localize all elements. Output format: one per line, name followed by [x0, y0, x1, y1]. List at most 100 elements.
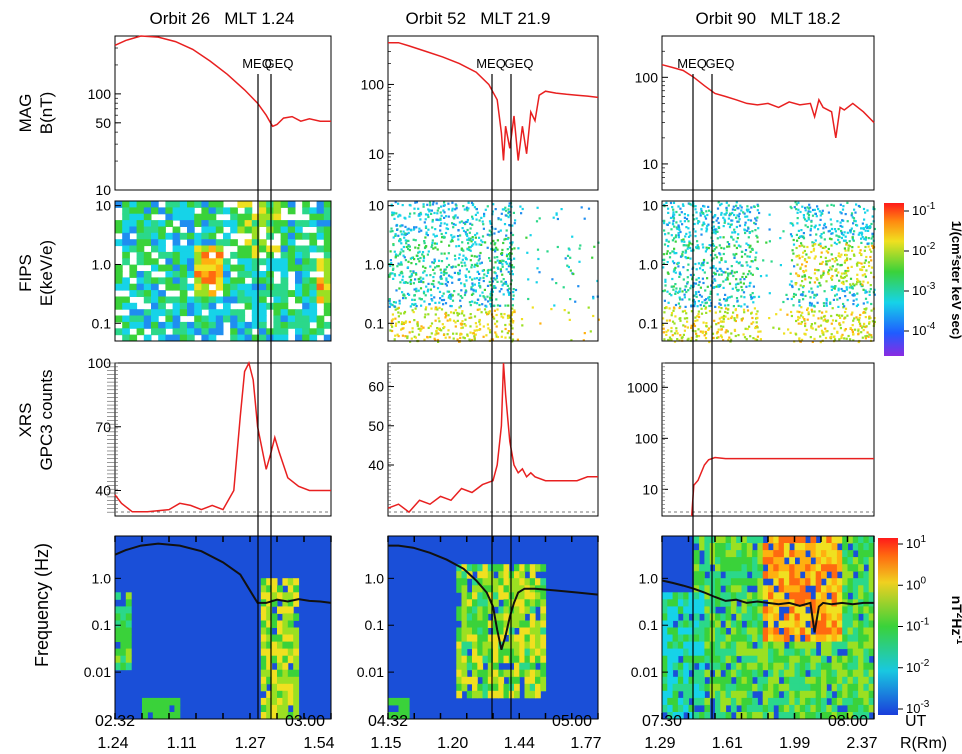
- wave-bin: [773, 683, 780, 692]
- wave-bin: [672, 641, 679, 650]
- fips-point: [418, 250, 421, 253]
- fips-point: [701, 301, 704, 304]
- fips-point: [730, 316, 733, 320]
- wave-bin: [794, 669, 801, 678]
- fips-point: [813, 296, 816, 299]
- wave-bin: [704, 557, 711, 565]
- fips-point: [666, 223, 669, 226]
- fips-point: [863, 237, 866, 241]
- fips-point: [852, 222, 855, 225]
- fips-point: [663, 299, 666, 302]
- fips-point: [415, 305, 418, 308]
- fips-point: [505, 229, 508, 232]
- wave-bin: [799, 613, 806, 621]
- wave-bin: [498, 676, 505, 685]
- fips-point: [838, 322, 841, 325]
- fips-point: [674, 236, 677, 239]
- fips-point: [852, 299, 855, 302]
- freq-ytick-label: 1.0: [639, 570, 659, 586]
- fips-bin: [244, 245, 253, 253]
- fips-point: [478, 257, 481, 260]
- wave-bin: [677, 662, 684, 671]
- wave-bin: [789, 585, 795, 593]
- fips-point: [714, 253, 717, 257]
- fips-point: [504, 304, 507, 307]
- fips-point: [840, 236, 843, 240]
- wave-bin: [125, 592, 132, 600]
- fips-bin: [215, 271, 224, 278]
- wave-bin: [519, 606, 526, 614]
- fips-point: [394, 317, 397, 320]
- geq-label: GEQ: [505, 56, 534, 71]
- fips-point: [697, 310, 700, 313]
- wave-bin: [472, 606, 478, 614]
- fips-point: [506, 248, 509, 251]
- fips-point: [845, 258, 849, 262]
- wave-bin: [120, 648, 127, 657]
- fips-point: [503, 238, 506, 241]
- wave-bin: [852, 564, 859, 572]
- wave-bin: [667, 627, 674, 635]
- fips-point: [712, 265, 715, 268]
- wave-bin: [715, 712, 721, 720]
- fips-point: [682, 324, 685, 327]
- fips-point: [485, 305, 488, 308]
- fips-bin: [230, 283, 238, 291]
- wave-bin: [482, 627, 489, 635]
- wave-bin: [789, 550, 795, 558]
- fips-point: [679, 287, 682, 290]
- wave-bin: [847, 655, 854, 664]
- fips-point: [696, 305, 699, 308]
- wave-bin: [524, 599, 531, 607]
- fips-point: [699, 330, 702, 333]
- fips-point: [671, 260, 675, 263]
- mag-ytick-label: 100: [361, 76, 385, 92]
- fips-point: [469, 325, 472, 328]
- fips-point: [712, 225, 715, 228]
- fips-point: [480, 216, 483, 219]
- fips-point: [817, 243, 820, 246]
- fips-point: [393, 305, 396, 308]
- wave-bin: [693, 648, 700, 657]
- wave-bin: [514, 571, 520, 579]
- fips-point: [413, 319, 416, 322]
- fips-point: [868, 315, 871, 318]
- wave-bin: [287, 655, 294, 664]
- fips-bin: [194, 302, 202, 310]
- wave-bin: [725, 655, 732, 664]
- fips-bin: [179, 328, 188, 336]
- wave-bin: [736, 536, 742, 544]
- fips-point: [507, 330, 510, 333]
- fips-point: [813, 310, 816, 313]
- wave-bin: [852, 641, 859, 650]
- wave-bin: [282, 634, 289, 642]
- fips-point: [862, 302, 865, 305]
- fips-point: [578, 247, 581, 250]
- wave-bin: [683, 683, 689, 692]
- fips-point: [443, 272, 446, 275]
- fips-point: [727, 317, 730, 320]
- wave-bin: [773, 571, 780, 579]
- fips-point: [729, 223, 732, 226]
- fips-bin: [179, 290, 188, 297]
- wave-bin: [715, 571, 721, 579]
- fips-bin: [316, 290, 325, 297]
- wave-bin: [826, 613, 833, 621]
- wave-bin: [535, 578, 541, 586]
- fips-point: [705, 311, 708, 314]
- fips-point: [436, 308, 439, 311]
- wave-bin: [477, 571, 484, 579]
- wave-bin: [768, 669, 774, 678]
- fips-point: [501, 248, 504, 251]
- wave-bin: [282, 648, 289, 657]
- wave-bin: [715, 557, 721, 565]
- wave-bin: [842, 543, 848, 551]
- fips-point: [428, 303, 431, 306]
- fips-point: [872, 246, 875, 250]
- freq-ytick-label: 0.01: [631, 664, 658, 680]
- wave-bin: [693, 599, 700, 607]
- fips-point: [666, 250, 669, 253]
- fips-point: [500, 335, 503, 338]
- fips-bin: [230, 213, 238, 221]
- fips-point: [393, 338, 396, 341]
